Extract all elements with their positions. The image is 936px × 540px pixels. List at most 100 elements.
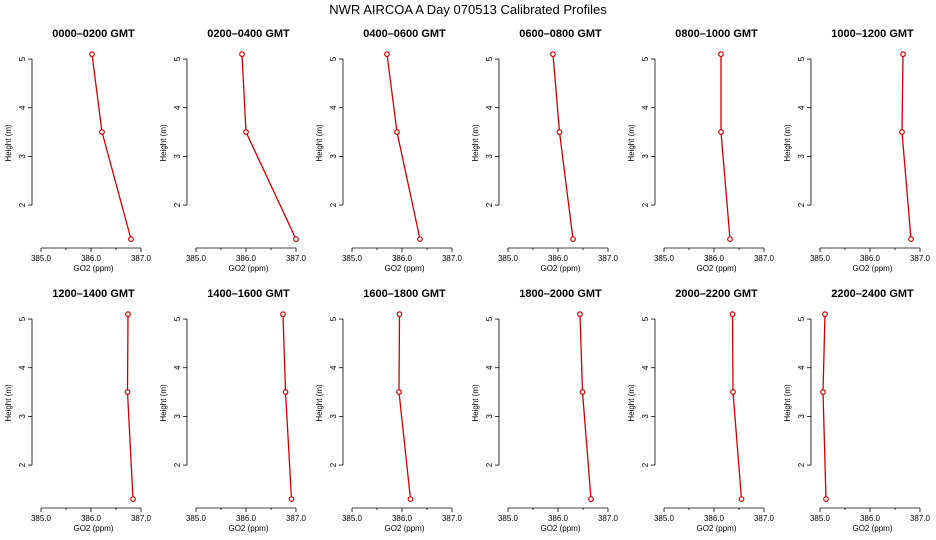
profile-line	[386, 54, 421, 240]
y-axis-label: Height (m)	[627, 124, 636, 162]
profile-line	[822, 314, 827, 500]
panel-title: 1400–1600 GMT	[207, 288, 290, 300]
y-axis-label: Height (m)	[471, 124, 480, 162]
panel-title: 0200–0400 GMT	[207, 28, 290, 40]
x-tick-label: 385.0	[810, 254, 831, 263]
data-point	[243, 129, 249, 135]
y-tick-label: 4	[485, 105, 494, 110]
y-tick-label: 2	[173, 462, 182, 467]
y-tick-label: 4	[329, 105, 338, 110]
profile-line	[91, 54, 132, 240]
x-axis-label: GO2 (ppm)	[73, 524, 113, 533]
x-tick-label: 385.0	[186, 514, 207, 523]
panel-5: 0800–1000 GMT 385.0 386.0 387.0 GO2 (ppm) 2 3 4…	[627, 28, 775, 273]
y-tick-label: 4	[797, 105, 806, 110]
data-point	[718, 129, 724, 135]
x-axis-label: GO2 (ppm)	[852, 264, 892, 273]
panel-title: 1600–1800 GMT	[363, 288, 446, 300]
data-point	[125, 311, 131, 318]
x-tick-label: 386.0	[548, 254, 569, 263]
data-point	[908, 236, 914, 243]
x-axis-label: GO2 (ppm)	[540, 524, 580, 533]
x-tick-label: 385.0	[498, 254, 519, 263]
x-tick-label: 387.0	[286, 254, 307, 263]
y-tick-label: 3	[797, 154, 806, 159]
x-tick-label: 386.0	[704, 254, 725, 263]
data-point	[130, 496, 136, 503]
y-tick-label: 3	[329, 154, 338, 159]
y-tick-label: 4	[18, 365, 27, 370]
y-tick-label: 4	[485, 365, 494, 370]
data-point	[579, 389, 586, 395]
y-tick-label: 3	[18, 154, 27, 159]
panel-title: 0000–0200 GMT	[52, 28, 135, 40]
panel-12: 2200–2400 GMT 385.0 386.0 387.0 GO2 (ppm) 2 3 4…	[783, 288, 931, 533]
data-point	[89, 51, 95, 58]
data-point	[239, 51, 245, 58]
y-tick-label: 2	[797, 202, 806, 207]
y-tick-label: 4	[173, 365, 182, 370]
data-point	[900, 51, 906, 58]
panel-2: 0200–0400 GMT 385.0 386.0 387.0 GO2 (ppm) 2 3 4…	[159, 28, 307, 273]
data-point	[556, 129, 563, 135]
x-tick-label: 387.0	[442, 514, 463, 523]
x-axis-label: GO2 (ppm)	[228, 264, 268, 273]
y-axis-label: Height (m)	[783, 384, 792, 422]
data-point	[394, 129, 400, 135]
panels-group: 0000–0200 GMT 385.0 386.0 387.0 GO2 (ppm) 2 3 4…	[4, 28, 931, 533]
profile-line	[579, 314, 592, 500]
x-axis-label: GO2 (ppm)	[228, 524, 268, 533]
y-tick-label: 4	[641, 365, 650, 370]
x-tick-label: 385.0	[498, 514, 519, 523]
profile-line	[282, 314, 293, 500]
y-tick-label: 4	[329, 365, 338, 370]
y-tick-label: 2	[18, 202, 27, 207]
y-tick-label: 2	[641, 462, 650, 467]
x-tick-label: 386.0	[236, 254, 257, 263]
y-tick-label: 5	[18, 316, 27, 321]
y-tick-label: 3	[173, 154, 182, 159]
panel-3: 0400–0600 GMT 385.0 386.0 387.0 GO2 (ppm) 2 3 4…	[315, 28, 463, 273]
x-tick-label: 387.0	[131, 514, 152, 523]
panel-title: 0800–1000 GMT	[675, 28, 758, 40]
panel-9: 1600–1800 GMT 385.0 386.0 387.0 GO2 (ppm) 2 3 4…	[315, 288, 463, 533]
x-axis-label: GO2 (ppm)	[384, 264, 424, 273]
y-tick-label: 5	[173, 316, 182, 321]
data-point	[738, 496, 745, 503]
data-point	[280, 311, 286, 318]
data-point	[727, 236, 733, 243]
y-tick-label: 5	[329, 316, 338, 321]
panel-7: 1200–1400 GMT 385.0 386.0 387.0 GO2 (ppm) 2 3 4…	[4, 288, 152, 533]
x-axis-label: GO2 (ppm)	[73, 264, 113, 273]
x-tick-label: 387.0	[598, 254, 619, 263]
x-axis-label: GO2 (ppm)	[384, 524, 424, 533]
chart-title: NWR AIRCOA A Day 070513 Calibrated Profi…	[329, 2, 607, 17]
x-tick-label: 386.0	[704, 514, 725, 523]
y-tick-label: 3	[173, 414, 182, 419]
data-point	[99, 129, 105, 135]
x-axis-label: GO2 (ppm)	[852, 524, 892, 533]
data-point	[128, 236, 134, 243]
x-tick-label: 387.0	[286, 514, 307, 523]
data-point	[407, 496, 414, 503]
y-tick-label: 3	[641, 414, 650, 419]
x-tick-label: 387.0	[754, 254, 775, 263]
y-tick-label: 4	[173, 105, 182, 110]
panel-6: 1000–1200 GMT 385.0 386.0 387.0 GO2 (ppm) 2 3 4…	[783, 28, 931, 273]
y-axis-label: Height (m)	[315, 384, 324, 422]
data-point	[384, 51, 390, 58]
data-point	[288, 496, 295, 503]
x-tick-label: 385.0	[31, 254, 52, 263]
y-tick-label: 5	[485, 56, 494, 61]
y-tick-label: 5	[797, 316, 806, 321]
y-tick-label: 2	[485, 462, 494, 467]
y-tick-label: 3	[485, 154, 494, 159]
panel-title: 2200–2400 GMT	[831, 288, 914, 300]
x-tick-label: 385.0	[654, 514, 675, 523]
x-tick-label: 385.0	[810, 514, 831, 523]
panel-title: 1800–2000 GMT	[519, 288, 602, 300]
panel-title: 0600–0800 GMT	[519, 28, 602, 40]
panel-title: 2000–2200 GMT	[675, 288, 758, 300]
profile-line	[901, 54, 912, 240]
y-axis-label: Height (m)	[783, 124, 792, 162]
